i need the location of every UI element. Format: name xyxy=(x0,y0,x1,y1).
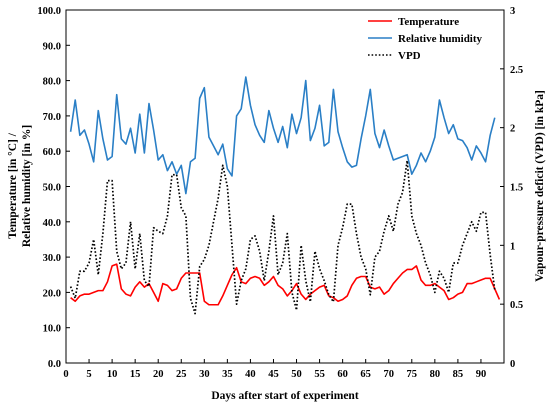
x-tick-label: 10 xyxy=(107,369,118,380)
series-line-vpd xyxy=(69,159,496,315)
y-axis-left-title-2: Relative humidity [in %] xyxy=(21,125,33,247)
x-tick-label: 80 xyxy=(430,369,441,380)
y-right-tick-label: 1.5 xyxy=(510,183,523,194)
y-left-tick-label: 40.0 xyxy=(43,218,61,229)
y-right-tick-label: 0 xyxy=(510,359,515,370)
y-left-tick-label: 50.0 xyxy=(43,183,61,194)
legend-label-relative-humidity: Relative humidity xyxy=(398,33,483,45)
x-tick-label: 0 xyxy=(63,369,68,380)
y-axis-left-title-line-1: Temperature [in °C] / xyxy=(7,132,19,239)
plot-area xyxy=(65,9,505,364)
x-tick-label: 30 xyxy=(199,369,210,380)
x-tick-label: 35 xyxy=(222,369,233,380)
y-right-tick-label: 3 xyxy=(510,6,515,17)
x-tick-label: 90 xyxy=(476,369,487,380)
series-line-relative-humidity xyxy=(69,76,496,195)
x-tick-label: 45 xyxy=(268,369,279,380)
x-tick-label: 40 xyxy=(245,369,256,380)
x-tick-label: 70 xyxy=(383,369,394,380)
y-axis-left: 0.0 10.0 20.0 30.0 40.0 50.0 60.0 70.0 80.0 90.0 1… xyxy=(37,6,70,370)
y-right-tick-label: 0.5 xyxy=(510,300,523,311)
y-left-tick-label: 30.0 xyxy=(43,253,61,264)
y-left-tick-label: 70.0 xyxy=(43,112,61,123)
x-tick-label: 5 xyxy=(86,369,91,380)
x-tick-label: 65 xyxy=(360,369,371,380)
y-left-tick-label: 100.0 xyxy=(37,6,61,17)
y-axis-left-title-line-2: Relative humidity [in %] xyxy=(21,125,33,247)
y-axis-right-title: Vapour-pressure deficit (VPD) [in kPa] xyxy=(534,90,546,282)
x-tick-label: 50 xyxy=(291,369,302,380)
x-axis-title: Days after start of experiment xyxy=(211,390,358,402)
y-left-tick-label: 20.0 xyxy=(43,288,61,299)
series-layer xyxy=(69,76,501,315)
y-left-tick-label: 80.0 xyxy=(43,77,61,88)
legend-label-temperature: Temperature xyxy=(398,16,459,28)
x-tick-label: 15 xyxy=(130,369,141,380)
y-right-tick-label: 2 xyxy=(510,124,515,135)
x-tick-label: 60 xyxy=(337,369,348,380)
x-tick-label: 55 xyxy=(314,369,325,380)
y-left-tick-label: 10.0 xyxy=(43,324,61,335)
series-line-temperature xyxy=(70,263,501,306)
y-left-tick-label: 60.0 xyxy=(43,147,61,158)
legend: Temperature Relative humidity VPD xyxy=(368,16,483,62)
y-right-tick-label: 2.5 xyxy=(510,65,523,76)
x-tick-label: 25 xyxy=(176,369,187,380)
x-tick-label: 75 xyxy=(407,369,418,380)
legend-label-vpd: VPD xyxy=(398,50,421,62)
x-axis: 0 5 10 15 20 25 30 35 40 45 50 55 60 65 70 75 80 85 90 xyxy=(63,359,486,380)
x-tick-label: 20 xyxy=(153,369,164,380)
y-left-tick-label: 0.0 xyxy=(48,359,61,370)
y-axis-right: 0 0.5 1 1.5 2 2.5 3 xyxy=(500,6,523,370)
y-left-tick-label: 90.0 xyxy=(43,41,61,52)
x-tick-label: 85 xyxy=(453,369,464,380)
y-axis-left-title: Temperature [in °C] / xyxy=(7,132,19,239)
y-right-tick-label: 1 xyxy=(510,241,515,252)
